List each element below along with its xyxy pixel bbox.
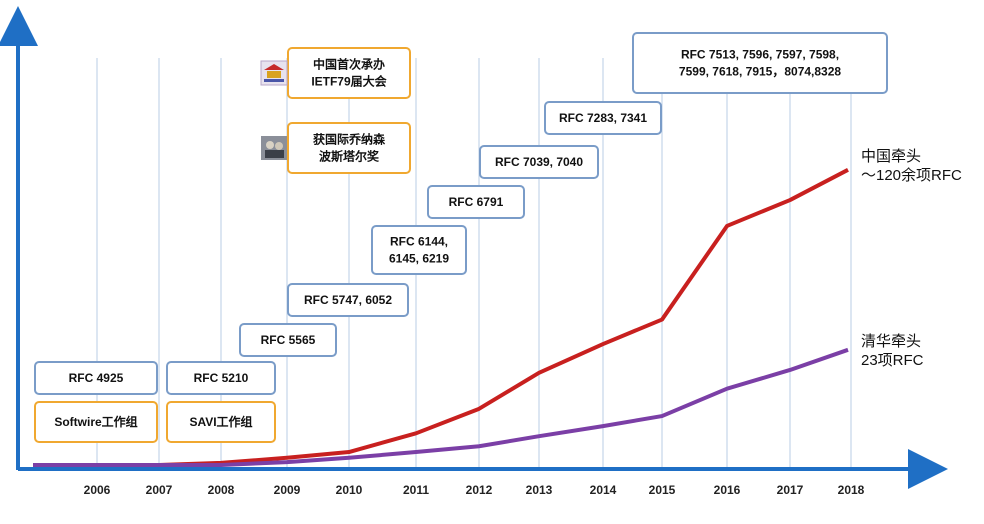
- x-tick-label: 2006: [84, 483, 111, 497]
- series-label: 清华牵头 23项RFC: [861, 333, 924, 369]
- annotation-text: RFC 6791: [449, 195, 504, 209]
- annotation-box: RFC 4925: [34, 361, 158, 395]
- x-tick-label: 2018: [838, 483, 865, 497]
- x-tick-label: 2017: [777, 483, 804, 497]
- ietf-logo-icon: [260, 60, 288, 86]
- x-tick-label: 2007: [146, 483, 173, 497]
- annotation-box: RFC 7039, 7040: [479, 145, 599, 179]
- x-tick-label: 2015: [649, 483, 676, 497]
- annotation-boxes: RFC 4925 Softwire工作组 RFC 5210 SAVI工作组 RFC 55…: [34, 32, 888, 443]
- x-tick-label: 2009: [274, 483, 301, 497]
- annotation-box: 中国首次承办 IETF79届大会: [287, 47, 411, 99]
- annotation-box: RFC 7283, 7341: [544, 101, 662, 135]
- x-tick-label: 2014: [590, 483, 617, 497]
- annotation-box: RFC 5210: [166, 361, 276, 395]
- annotation-box: 获国际乔纳森波斯塔尔奖: [287, 122, 411, 174]
- x-tick-label: 2016: [714, 483, 741, 497]
- annotation-box: SAVI工作组: [166, 401, 276, 443]
- annotation-text: RFC 5565: [261, 333, 316, 347]
- annotation-text: 中国首次承办 IETF79届大会: [311, 57, 387, 89]
- annotation-text: 获国际乔纳森波斯塔尔奖: [312, 132, 386, 164]
- annotation-box: RFC 7513, 7596, 7597, 7598, 7599, 7618, 7…: [632, 32, 888, 94]
- award-photo-icon: [261, 136, 287, 160]
- annotation-text: RFC 7039, 7040: [495, 155, 583, 169]
- x-tick-label: 2008: [208, 483, 235, 497]
- annotation-box: Softwire工作组: [34, 401, 158, 443]
- annotation-text: RFC 7283, 7341: [559, 111, 647, 125]
- annotation-box: RFC 6144, 6145, 6219: [371, 225, 467, 275]
- annotation-box: RFC 6791: [427, 185, 525, 219]
- annotation-box: RFC 5565: [239, 323, 337, 357]
- series-label: 中国牵头～120余项RFC: [861, 148, 962, 184]
- x-tick-labels: 2006 2007 2008 2009 2010 2011 2012 2013 2014 2015…: [84, 483, 865, 497]
- axes: [0, 6, 948, 489]
- annotation-text: RFC 6144, 6145, 6219: [389, 235, 449, 266]
- series-labels: 中国牵头～120余项RFC 清华牵头 23项RFC: [861, 148, 962, 369]
- annotation-text: RFC 7513, 7596, 7597, 7598, 7599, 7618, 7…: [679, 48, 841, 79]
- annotation-text: Softwire工作组: [54, 414, 137, 429]
- annotation-text: SAVI工作组: [189, 414, 252, 429]
- x-tick-label: 2011: [403, 483, 429, 497]
- x-tick-label: 2010: [336, 483, 363, 497]
- annotation-text: RFC 5210: [194, 371, 249, 385]
- series-line-tsinghua: [33, 347, 849, 467]
- annotation-box: RFC 5747, 6052: [287, 283, 409, 317]
- annotation-text: RFC 4925: [69, 371, 124, 385]
- x-tick-label: 2012: [466, 483, 493, 497]
- series-lines: [33, 168, 849, 467]
- annotation-text: RFC 5747, 6052: [304, 293, 392, 307]
- x-tick-label: 2013: [526, 483, 553, 497]
